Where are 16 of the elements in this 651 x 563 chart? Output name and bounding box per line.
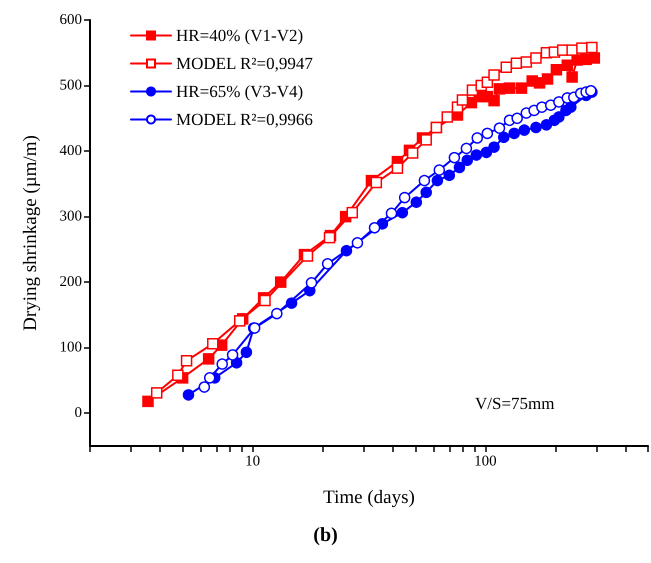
y-tick-label: 200 — [60, 274, 82, 290]
y-tick-label: 600 — [60, 12, 82, 28]
y-tick-label: 300 — [60, 208, 82, 225]
y-tick-label: 100 — [60, 340, 82, 356]
y-tick-label: 0 — [74, 405, 82, 422]
legend-label: HR=40% (V1-V2) — [176, 26, 304, 45]
annotation: V/S=75mm — [475, 394, 554, 413]
legend-label: MODEL R²=0,9966 — [176, 110, 313, 129]
y-tick-label: 500 — [60, 78, 82, 94]
y-tick-label: 400 — [60, 143, 82, 160]
text: (b) — [313, 524, 338, 546]
legend-label: MODEL R²=0,9947 — [176, 54, 314, 73]
x-tick-label: 10 — [245, 454, 260, 470]
y-axis-title: Drying shrinkage (µm/m) — [20, 135, 41, 331]
legend-label: HR=65% (V3-V4) — [176, 82, 304, 101]
x-axis-title: Time (days) — [323, 487, 415, 508]
